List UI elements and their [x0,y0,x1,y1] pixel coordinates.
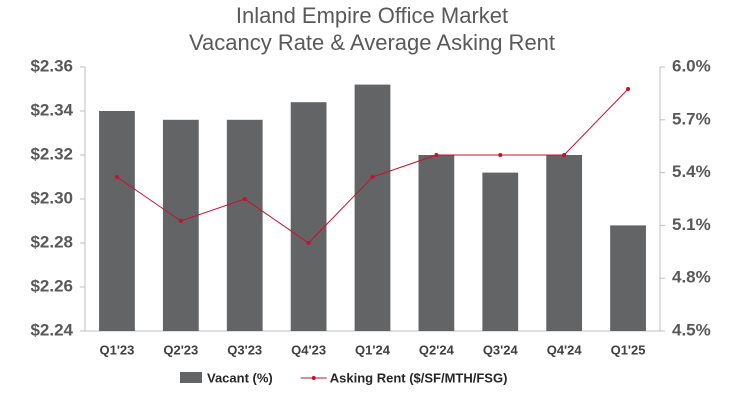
marker [562,153,567,157]
y-tick-label: $2.26 [30,276,73,295]
x-tick-label: Q4'23 [291,342,326,357]
bar [610,225,646,331]
x-tick-label: Q1'23 [99,342,134,357]
y-tick-label: $2.24 [30,320,73,339]
x-tick-label: Q3'23 [227,342,262,357]
marker [498,153,503,157]
legend-label: Vacant (%) [207,370,273,385]
y-tick-label: $2.28 [30,232,73,251]
marker [370,175,375,179]
bar [482,172,519,331]
bar [162,119,199,331]
y2-tick-label: 4.8% [672,268,711,287]
marker [178,219,183,223]
marker [114,175,119,179]
y2-tick-label: 4.5% [672,320,711,339]
marker [306,241,311,245]
legend-swatch [180,372,202,383]
bar [226,119,263,331]
y-tick-label: $2.34 [30,100,73,119]
marker [242,197,247,201]
y-tick-label: $2.36 [30,56,73,75]
bar [354,84,391,331]
y2-tick-label: 5.7% [672,109,711,128]
x-tick-label: Q3'24 [483,342,519,357]
x-tick-label: Q4'24 [547,342,583,357]
x-tick-label: Q2'24 [419,342,455,357]
chart-subtitle: Vacancy Rate & Average Asking Rent [189,30,555,55]
bar [546,155,583,331]
x-tick-label: Q2'23 [163,342,198,357]
y2-tick-label: 5.1% [672,215,711,234]
y2-tick-label: 6.0% [672,56,711,75]
bar [290,102,327,331]
y-tick-label: $2.30 [30,188,73,207]
x-tick-label: Q1'25 [611,342,646,357]
marker [626,87,631,91]
legend-swatch [311,376,316,380]
y-tick-label: $2.32 [30,144,73,163]
y2-tick-label: 5.4% [672,162,711,181]
chart-title: Inland Empire Office Market [236,3,508,28]
legend-label: Asking Rent ($/SF/MTH/FSG) [330,370,508,385]
x-tick-label: Q1'24 [355,342,391,357]
bar [99,111,135,331]
bar [418,155,455,331]
marker [434,153,439,157]
